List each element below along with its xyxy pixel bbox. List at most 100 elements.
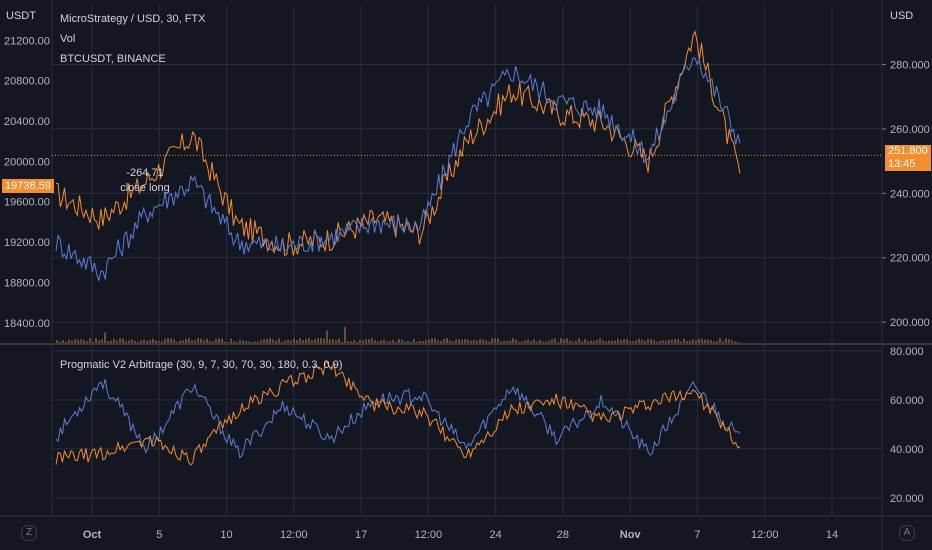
volume-bar	[482, 339, 484, 343]
volume-bar	[464, 339, 466, 343]
symbol-legend[interactable]: MicroStrategy / USD, 30, FTX	[60, 13, 206, 25]
volume-bar	[227, 341, 229, 343]
volume-bar	[599, 338, 601, 343]
volume-bar	[533, 339, 535, 343]
volume-bar	[290, 340, 292, 343]
volume-bar	[638, 338, 640, 343]
volume-bar	[107, 341, 109, 343]
volume-bar	[101, 339, 103, 343]
volume-bar	[326, 330, 328, 343]
volume-bar	[515, 339, 517, 343]
volume-bar	[677, 339, 679, 343]
volume-bar	[548, 340, 550, 343]
volume-bar	[191, 340, 193, 343]
volume-bar	[197, 338, 199, 343]
volume-bar	[212, 341, 214, 343]
indicator-series	[55, 360, 741, 466]
time-axis-label: 7	[694, 529, 700, 541]
volume-bar	[713, 341, 715, 343]
volume-bar	[635, 340, 637, 343]
volume-bar	[650, 339, 652, 343]
volume-bar	[245, 340, 247, 343]
volume-bar	[278, 338, 280, 343]
volume-bar	[587, 341, 589, 343]
volume-bar	[383, 339, 385, 343]
volume-bar	[461, 339, 463, 343]
price-series-line	[55, 30, 741, 257]
volume-bar	[299, 338, 301, 343]
volume-bar	[152, 338, 154, 343]
volume-legend[interactable]: Vol	[60, 33, 76, 45]
volume-bar	[242, 340, 244, 343]
volume-bar	[248, 341, 250, 343]
volume-bar	[335, 339, 337, 343]
volume-bar	[155, 340, 157, 343]
volume-bar	[665, 340, 667, 343]
volume-bar	[302, 340, 304, 343]
volume-bar	[449, 340, 451, 343]
volume-bar	[371, 338, 373, 343]
volume-bar	[668, 340, 670, 343]
volume-bar	[215, 339, 217, 343]
left-axis-tick: 20000.00	[4, 156, 50, 168]
volume-bar	[500, 341, 502, 343]
volume-bar	[467, 339, 469, 343]
trade-annotation-value: -264.71	[126, 167, 163, 179]
volume-bar	[281, 341, 283, 343]
volume-bar	[689, 340, 691, 343]
volume-bar	[59, 341, 61, 343]
volume-bar	[188, 338, 190, 343]
volume-bar	[365, 339, 367, 343]
volume-bar	[260, 340, 262, 343]
volume-bar	[608, 340, 610, 343]
main-series	[55, 30, 741, 281]
volume-bar	[443, 339, 445, 343]
volume-bar	[473, 339, 475, 343]
volume-bar	[293, 338, 295, 343]
volume-bar	[275, 340, 277, 343]
volume-bar	[77, 340, 79, 343]
compare-symbol-legend[interactable]: BTCUSDT, BINANCE	[60, 53, 166, 65]
volume-bar	[512, 338, 514, 343]
volume-bar	[146, 340, 148, 343]
volume-bar	[716, 341, 718, 343]
volume-bar	[86, 341, 88, 343]
volume-bar	[620, 339, 622, 343]
volume-bar	[524, 340, 526, 343]
volume-bar	[692, 339, 694, 343]
volume-bar	[287, 339, 289, 343]
volume-bar	[563, 338, 565, 343]
volume-bar	[617, 338, 619, 343]
volume-bar	[458, 339, 460, 343]
volume-bar	[338, 338, 340, 343]
time-axis-label: 12:00	[415, 529, 443, 541]
volume-bar	[410, 341, 412, 343]
volume-bar	[605, 341, 607, 343]
volume-bar	[266, 339, 268, 343]
volume-bar	[257, 341, 259, 343]
volume-bar	[116, 340, 118, 343]
volume-bar	[173, 339, 175, 343]
indicator-axis-tick: 60.000	[890, 395, 924, 407]
volume-bar	[236, 341, 238, 343]
time-axis-label: Oct	[83, 529, 102, 541]
auto-scale-button[interactable]: A	[899, 525, 915, 541]
indicator-axis-tick: 20.000	[890, 493, 924, 505]
volume-bar	[182, 340, 184, 343]
volume-bar	[527, 339, 529, 343]
volume-bar	[707, 339, 709, 343]
volume-bar	[194, 340, 196, 343]
auto-scale-left-button[interactable]: Z	[21, 525, 37, 541]
volume-bar	[560, 338, 562, 343]
volume-bar	[65, 341, 67, 343]
volume-bar	[722, 341, 724, 343]
indicator-series-line	[55, 360, 741, 466]
volume-bar	[344, 326, 346, 343]
volume-bar	[539, 340, 541, 343]
volume-bar	[503, 340, 505, 343]
volume-bar	[641, 340, 643, 343]
indicator-legend[interactable]: Progmatic V2 Arbitrage (30, 9, 7, 30, 70…	[60, 359, 343, 371]
volume-bar	[554, 338, 556, 343]
volume-bar	[419, 340, 421, 343]
